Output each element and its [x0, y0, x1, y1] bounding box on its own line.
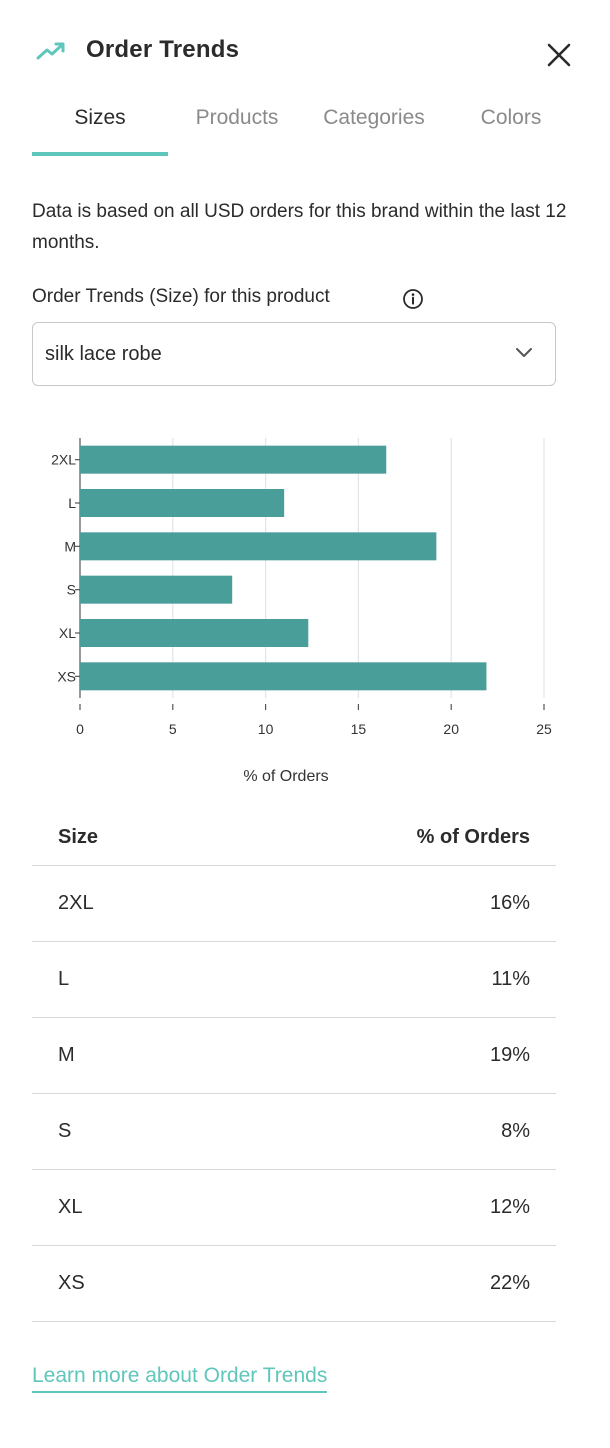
- bar: [80, 575, 233, 604]
- table-row: 2XL 16%: [32, 866, 556, 942]
- bar: [80, 662, 487, 691]
- size-cell: M: [58, 1044, 75, 1066]
- size-cell: L: [58, 968, 70, 990]
- y-tick-label: M: [64, 538, 76, 554]
- x-tick-label: 0: [76, 721, 84, 737]
- product-select[interactable]: silk lace robe: [32, 322, 556, 386]
- size-cell: XL: [58, 1196, 83, 1218]
- table-row: S 8%: [32, 1094, 556, 1170]
- percent-column-header: % of Orders: [416, 826, 530, 848]
- product-select-label: Order Trends (Size) for this product: [32, 286, 330, 307]
- x-tick-label: 5: [169, 721, 177, 737]
- tab-products[interactable]: Products: [195, 106, 279, 129]
- tab-bar: Sizes Products Categories Colors: [32, 96, 580, 156]
- panel-title: Order Trends: [86, 36, 240, 63]
- table-header: Size % of Orders: [32, 810, 556, 866]
- product-select-value: silk lace robe: [45, 343, 162, 365]
- bar: [80, 619, 309, 647]
- percent-cell: 12%: [489, 1196, 530, 1218]
- trending-up-icon: [36, 42, 65, 60]
- y-tick-label: XS: [57, 668, 76, 684]
- panel-header: Order Trends: [32, 32, 580, 72]
- bar: [80, 532, 437, 561]
- bar-chart: 0 5 10 15 20 25 2XL L M S XL XS % of Orders: [51, 438, 552, 785]
- percent-cell: 22%: [489, 1272, 530, 1294]
- size-cell: XS: [58, 1272, 85, 1294]
- x-tick-label: 20: [443, 721, 459, 737]
- size-cell: S: [58, 1120, 72, 1142]
- x-tick-label: 10: [258, 721, 274, 737]
- x-tick-label: 25: [536, 721, 552, 737]
- x-tick-label: 15: [351, 721, 367, 737]
- percent-cell: 8%: [501, 1120, 530, 1142]
- size-table: Size % of Orders 2XL 16% L 11% M 19% S 8…: [32, 810, 556, 1322]
- y-tick-label: L: [68, 495, 76, 511]
- x-axis-title: % of Orders: [243, 768, 328, 785]
- bar: [80, 445, 387, 474]
- tab-colors[interactable]: Colors: [480, 106, 542, 129]
- y-tick-label: S: [67, 582, 76, 598]
- table-row: XL 12%: [32, 1170, 556, 1246]
- table-row: XS 22%: [32, 1246, 556, 1322]
- percent-cell: 16%: [489, 892, 530, 914]
- size-cell: 2XL: [58, 892, 94, 914]
- close-icon[interactable]: [546, 42, 572, 68]
- bar: [80, 489, 285, 517]
- size-column-header: Size: [58, 826, 99, 848]
- info-icon[interactable]: [402, 288, 424, 310]
- y-tick-label: XL: [59, 625, 76, 641]
- order-trends-chart: 0 5 10 15 20 25 2XL L M S XL XS % of Orders: [30, 430, 570, 800]
- percent-cell: 11%: [491, 968, 530, 990]
- description-text: Data is based on all USD orders for this…: [32, 201, 567, 253]
- percent-cell: 19%: [489, 1044, 530, 1066]
- chevron-down-icon: [516, 348, 532, 357]
- y-tick-label: 2XL: [51, 452, 76, 468]
- tab-categories[interactable]: Categories: [323, 106, 425, 129]
- learn-more-link[interactable]: Learn more about Order Trends: [32, 1364, 328, 1393]
- tab-sizes[interactable]: Sizes: [32, 96, 168, 156]
- table-row: L 11%: [32, 942, 556, 1018]
- table-row: M 19%: [32, 1018, 556, 1094]
